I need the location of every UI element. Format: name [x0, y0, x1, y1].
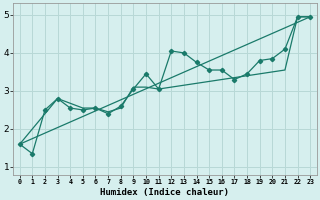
X-axis label: Humidex (Indice chaleur): Humidex (Indice chaleur): [100, 188, 229, 197]
